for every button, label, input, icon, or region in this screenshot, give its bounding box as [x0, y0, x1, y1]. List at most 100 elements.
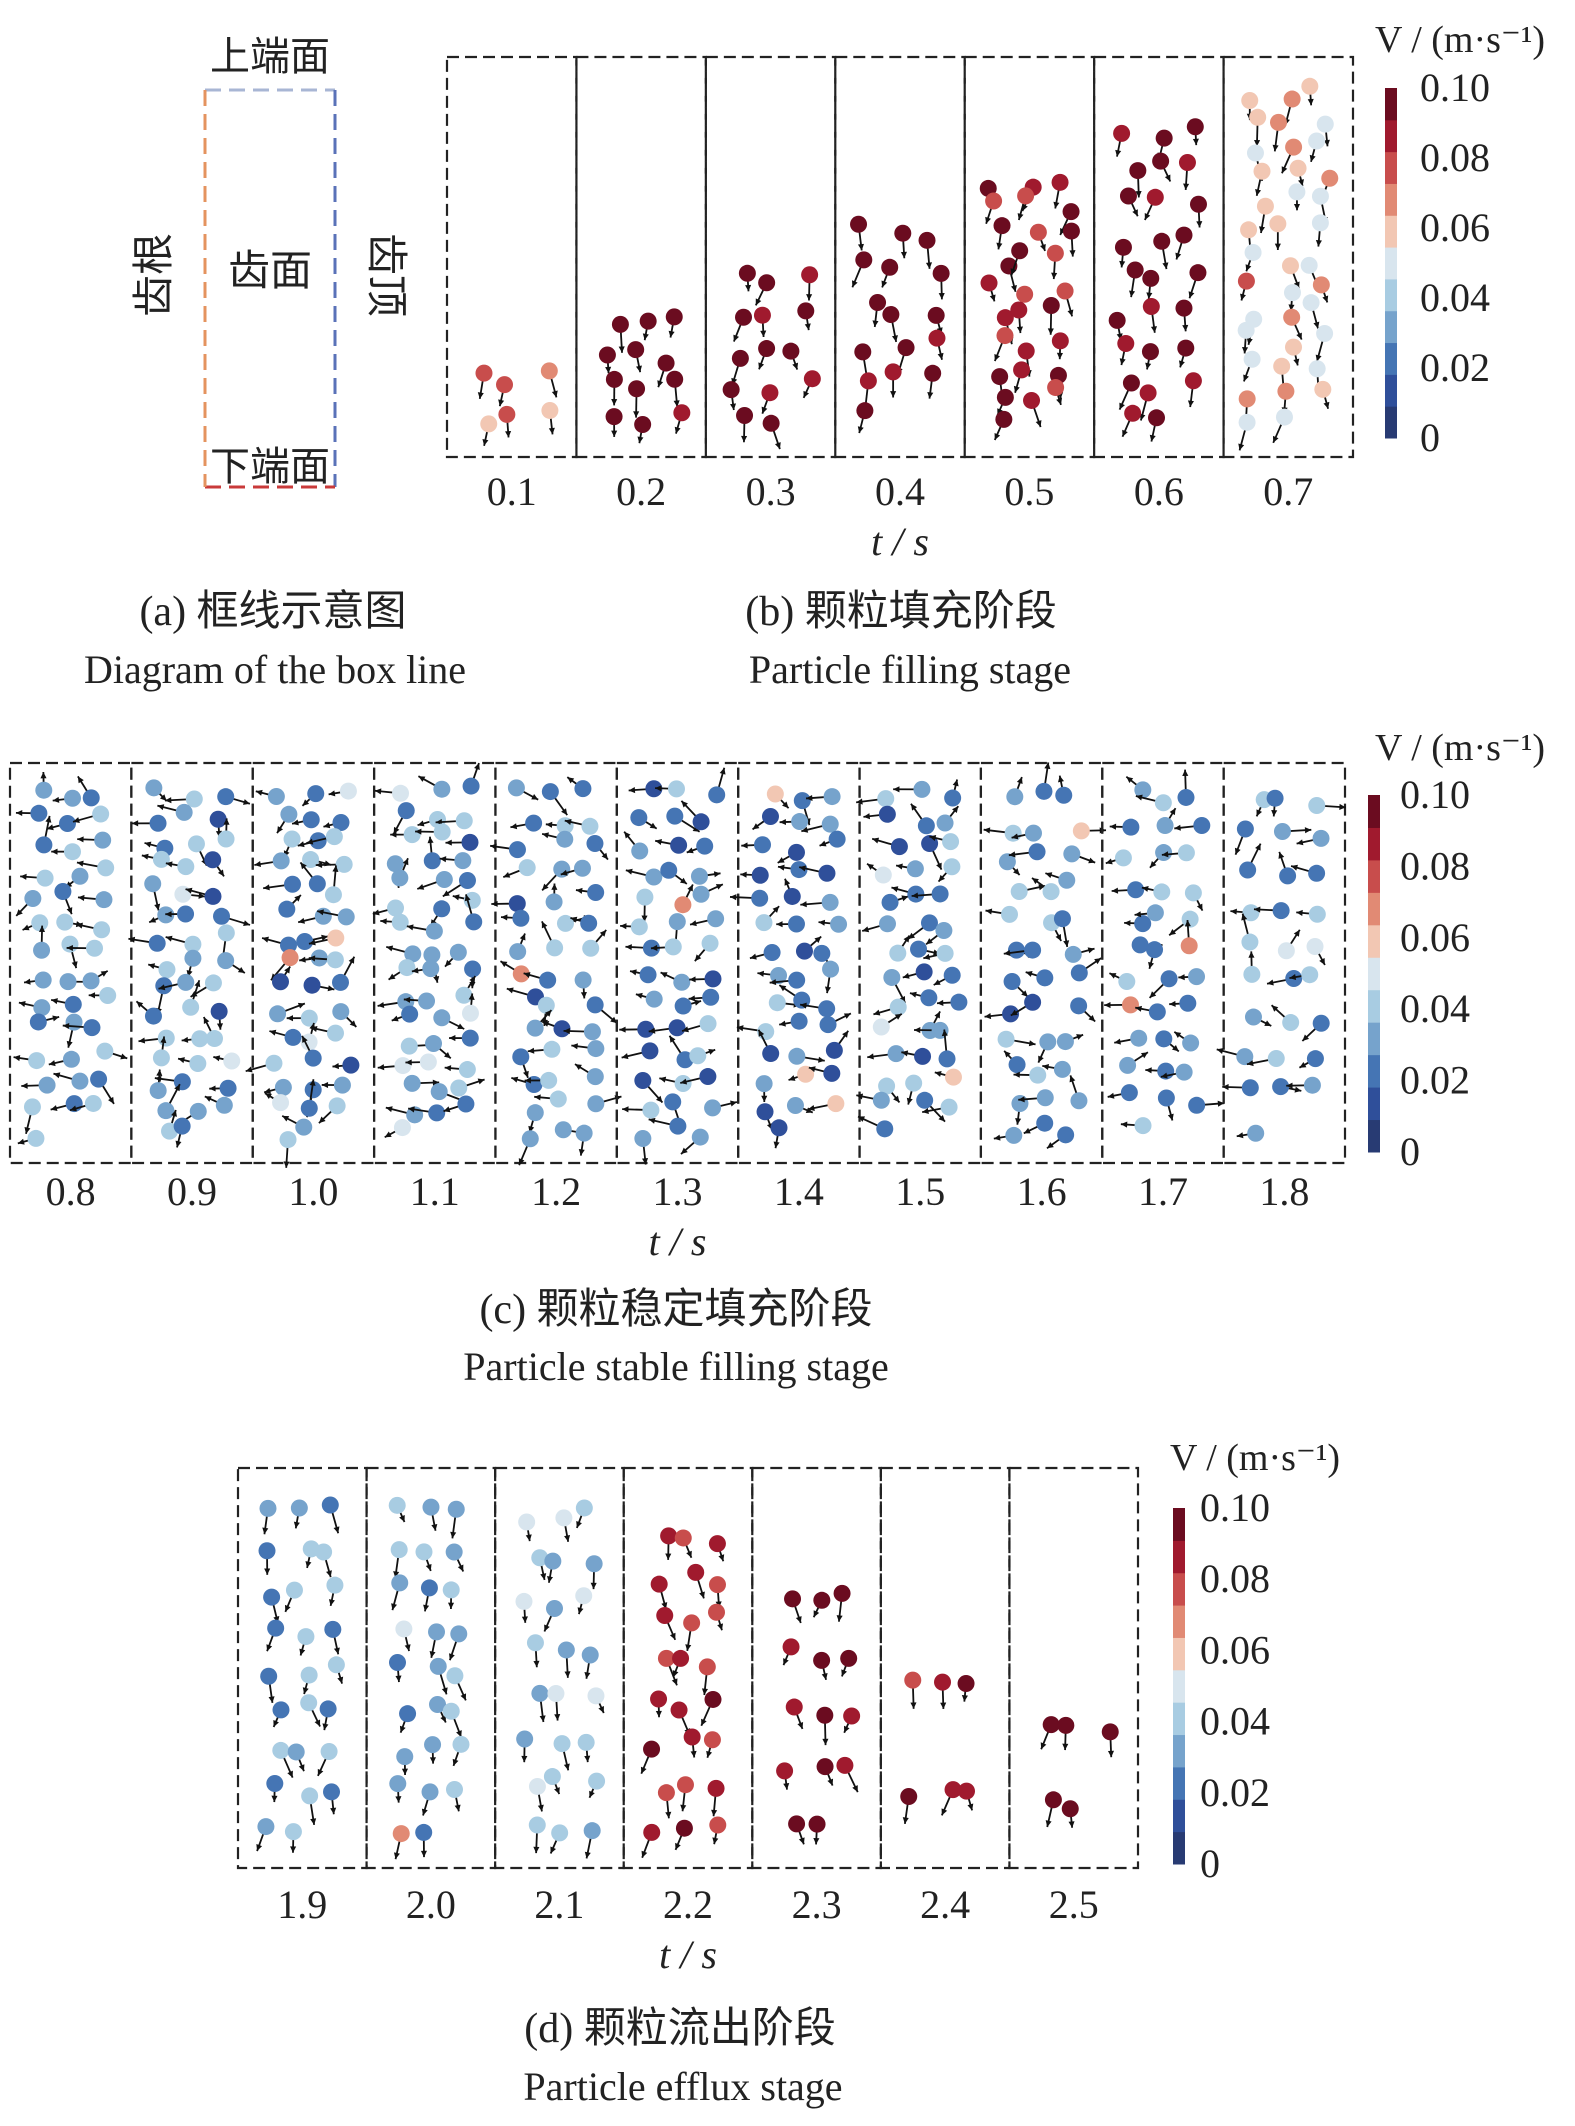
velocity-arrowhead: [21, 1082, 28, 1089]
velocity-arrowhead: [624, 831, 631, 839]
particle-marker: [1131, 936, 1149, 954]
particle-marker: [917, 817, 935, 835]
particle-marker: [770, 966, 788, 984]
velocity-arrowhead: [1286, 1082, 1293, 1089]
particle-marker: [429, 1695, 447, 1713]
velocity-arrowhead: [641, 915, 648, 922]
velocity-arrowhead: [282, 1115, 290, 1122]
velocity-arrowhead: [821, 1672, 828, 1680]
particle-marker: [326, 1024, 344, 1042]
particle-marker: [818, 1000, 836, 1018]
velocity-arrowhead: [1062, 1743, 1069, 1751]
velocity-arrowhead: [551, 883, 558, 890]
particle-marker: [1001, 905, 1019, 923]
particle-marker: [1002, 1005, 1020, 1023]
particle-marker: [1175, 1063, 1193, 1081]
velocity-arrowhead: [570, 916, 578, 923]
particle-marker: [1311, 187, 1329, 205]
colorbar-tick-label: 0.06: [1420, 205, 1490, 250]
velocity-arrowhead: [243, 799, 250, 805]
particle-marker: [920, 989, 938, 1007]
velocity-arrowhead: [858, 1116, 866, 1122]
particle-marker: [819, 1016, 837, 1034]
particle-marker: [830, 915, 848, 933]
velocity-arrowhead: [1139, 413, 1146, 421]
particle-marker: [770, 1119, 788, 1137]
particle-marker: [1108, 311, 1126, 329]
particle-marker: [1282, 1014, 1300, 1032]
particle-marker: [645, 868, 663, 886]
velocity-arrowhead: [891, 886, 899, 893]
particle-marker: [931, 885, 949, 903]
velocity-arrowhead: [625, 868, 633, 875]
velocity-arrowhead: [372, 909, 380, 916]
particle-marker: [691, 1128, 709, 1146]
velocity-arrowhead: [447, 1602, 455, 1609]
particle-marker: [549, 1090, 567, 1108]
caption-c-en: Particle stable filling stage: [463, 1344, 888, 1389]
particle-marker: [144, 875, 162, 893]
velocity-arrowhead: [1246, 1060, 1254, 1067]
particle-marker: [1101, 1723, 1119, 1741]
particle-marker: [1154, 794, 1172, 812]
velocity-arrowhead: [1160, 1072, 1168, 1079]
velocity-arrowhead: [1016, 326, 1023, 334]
particle-marker: [93, 921, 111, 939]
velocity-arrowhead: [564, 819, 572, 825]
velocity-arrowhead: [952, 779, 959, 787]
particle-marker: [1312, 829, 1330, 847]
particle-marker: [545, 893, 563, 911]
velocity-arrowhead: [1069, 250, 1076, 257]
particle-marker: [575, 1499, 593, 1517]
velocity-arrowhead: [1056, 352, 1063, 360]
velocity-arrowhead: [938, 1114, 946, 1122]
particle-marker: [425, 922, 443, 940]
particle-marker: [1064, 945, 1082, 963]
particle-marker: [581, 817, 599, 835]
velocity-arrowhead: [788, 1075, 796, 1081]
velocity-arrowhead: [1067, 309, 1074, 317]
velocity-arrowhead: [1315, 240, 1322, 247]
velocity-arrowhead: [635, 992, 643, 999]
particle-marker: [944, 1781, 962, 1799]
particle-marker: [808, 1815, 826, 1833]
velocity-arrowhead: [985, 216, 991, 224]
particle-marker: [35, 836, 53, 854]
particle-marker: [1182, 1034, 1200, 1052]
particle-marker: [543, 1768, 561, 1786]
velocity-arrowhead: [733, 334, 740, 342]
velocity-arrowhead: [903, 935, 910, 943]
particle-marker: [1243, 965, 1261, 983]
velocity-arrowhead: [302, 799, 310, 806]
velocity-arrowhead: [619, 1026, 626, 1033]
velocity-arrowhead: [578, 1148, 585, 1156]
particle-marker: [399, 1705, 417, 1723]
velocity-arrowhead: [1253, 906, 1261, 913]
velocity-arrowhead: [215, 830, 222, 838]
velocity-arrowhead: [18, 1001, 26, 1007]
particle-marker: [518, 859, 536, 877]
velocity-arrowhead: [181, 1036, 189, 1043]
particle-marker: [692, 813, 710, 831]
particle-marker: [1283, 284, 1301, 302]
particle-marker: [1236, 820, 1254, 838]
particle-marker: [1308, 360, 1326, 378]
particle-marker: [423, 946, 441, 964]
particle-marker: [668, 1019, 686, 1037]
particle-marker: [464, 960, 482, 978]
velocity-arrowhead: [51, 848, 58, 855]
particle-marker: [327, 1656, 345, 1674]
particle-marker: [390, 1541, 408, 1559]
particle-marker: [269, 1005, 287, 1023]
velocity-arrowhead: [165, 911, 172, 918]
particle-marker: [1047, 379, 1065, 397]
velocity-arrowhead: [286, 1015, 294, 1022]
velocity-arrowhead: [713, 871, 721, 878]
particle-marker: [182, 998, 200, 1016]
particle-marker: [557, 1641, 575, 1659]
velocity-arrowhead: [758, 362, 765, 370]
particle-marker: [29, 1013, 47, 1031]
particle-marker: [551, 1824, 569, 1842]
particle-marker: [546, 939, 564, 957]
particle-marker: [1036, 1089, 1054, 1107]
